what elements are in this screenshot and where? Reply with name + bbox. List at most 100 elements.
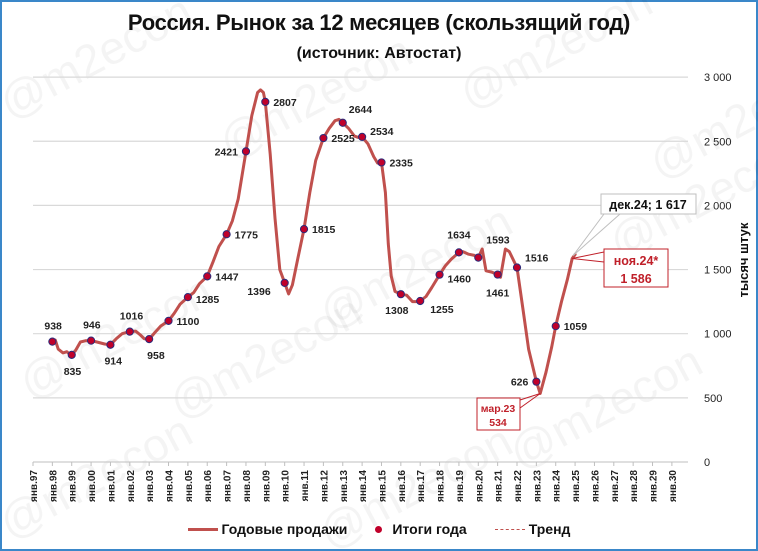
x-tick-label: янв.04 (165, 470, 176, 502)
data-label: 914 (104, 356, 122, 368)
legend: Годовые продажи Итоги года Тренд (0, 521, 758, 537)
year-total-marker (338, 118, 347, 127)
y-tick-label: 3 000 (704, 72, 732, 84)
x-tick-label: янв.28 (629, 470, 640, 502)
year-total-marker (299, 225, 309, 234)
x-tick-label: янв.09 (261, 470, 272, 502)
year-total-marker (493, 270, 502, 279)
y-tick-label: 500 (704, 393, 722, 405)
year-total-marker (125, 327, 134, 336)
x-tick-label: янв.01 (106, 470, 117, 502)
watermark: @m2econ (500, 334, 710, 479)
data-label: 2525 (331, 133, 355, 145)
x-tick-label: янв.30 (668, 470, 679, 502)
year-total-marker (377, 158, 386, 167)
data-label: 1460 (448, 274, 472, 286)
y-tick-label: 1 500 (704, 265, 732, 277)
x-tick-label: янв.00 (87, 470, 98, 502)
callout-leader (572, 251, 605, 260)
x-tick-label: янв.22 (513, 470, 524, 502)
data-label: 1308 (385, 305, 409, 317)
x-tick-label: янв.12 (319, 470, 330, 502)
data-label: 1447 (215, 271, 239, 283)
data-label: 1396 (247, 286, 271, 298)
line-swatch-icon (187, 527, 218, 531)
callout-nov24-date: ноя.24* (614, 254, 659, 268)
year-total-marker (435, 270, 444, 279)
x-tick-label: янв.99 (68, 470, 79, 502)
data-label: 946 (83, 320, 101, 332)
y-tick-label: 2 000 (704, 200, 732, 212)
callout-leader (519, 393, 541, 401)
data-label: 1059 (564, 321, 588, 333)
year-total-marker (203, 272, 212, 281)
data-label: 1634 (447, 229, 471, 241)
watermark: @m2econ (0, 0, 200, 129)
data-label: 2644 (349, 104, 373, 116)
y-tick-label: 1 000 (704, 329, 732, 341)
x-tick-label: янв.18 (436, 470, 447, 502)
y-tick-label: 0 (704, 457, 710, 469)
x-tick-label: янв.10 (281, 470, 292, 502)
year-total-marker (474, 253, 483, 262)
year-total-marker (319, 133, 328, 143)
year-total-marker (106, 340, 115, 349)
year-total-marker (532, 377, 541, 386)
callout-mar23-value: 534 (489, 417, 507, 429)
year-total-marker (241, 147, 251, 156)
legend-label-year-totals: Итоги года (392, 521, 467, 537)
x-tick-label: янв.97 (29, 470, 40, 502)
x-tick-label: янв.16 (397, 470, 408, 502)
x-tick-label: янв.19 (455, 470, 466, 502)
year-total-marker (48, 337, 57, 346)
x-tick-label: янв.17 (416, 470, 427, 502)
dashed-line-swatch-icon (494, 528, 525, 530)
watermark: @m2econ (450, 0, 660, 119)
year-total-marker (551, 322, 560, 331)
callout-dec24 (600, 193, 697, 215)
data-label: 938 (44, 321, 62, 333)
marker-swatch-icon (375, 525, 383, 533)
x-tick-label: янв.11 (300, 470, 311, 502)
x-tick-label: янв.02 (126, 470, 137, 502)
data-label: 2421 (215, 146, 239, 158)
data-label: 1285 (196, 294, 220, 306)
chart-title: Россия. Рынок за 12 месяцев (скользящий … (127, 10, 631, 35)
x-tick-label: янв.24 (552, 470, 563, 502)
year-total-marker (454, 248, 464, 257)
x-tick-label: янв.29 (649, 470, 660, 502)
data-label: 1461 (486, 288, 510, 300)
data-label: 1100 (177, 316, 200, 328)
x-tick-label: янв.23 (532, 470, 543, 502)
data-label: 1815 (312, 224, 336, 236)
x-tick-label: янв.27 (610, 470, 621, 502)
callout-leader (572, 213, 605, 256)
callout-nov24 (603, 248, 669, 288)
data-label: 1016 (120, 311, 144, 323)
year-total-marker (261, 97, 270, 106)
callout-mar23 (476, 397, 521, 431)
watermark: @m2econ (210, 24, 420, 169)
y-tick-label: 2 500 (704, 136, 732, 148)
x-tick-label: янв.20 (474, 470, 485, 502)
data-label: 1516 (525, 252, 549, 264)
legend-item-sales: Годовые продажи (187, 521, 348, 537)
year-total-marker (358, 132, 367, 141)
year-total-marker (145, 334, 154, 344)
legend-item-year-totals: Итоги года (375, 521, 467, 537)
callout-leader (572, 258, 605, 263)
x-tick-label: янв.08 (242, 470, 253, 502)
chart-subtitle: (источник: Автостат) (296, 45, 462, 62)
callout-nov24-value: 1 586 (620, 272, 651, 286)
year-total-marker (164, 316, 173, 325)
annual-sales-line (50, 88, 577, 395)
callout-mar23-date: мар.23 (481, 403, 516, 415)
callout-dec24-label: дек.24; 1 617 (609, 198, 686, 212)
legend-item-trend: Тренд (494, 521, 571, 537)
x-tick-label: янв.05 (184, 470, 195, 502)
data-label: 1255 (430, 304, 454, 316)
legend-label-trend: Тренд (528, 521, 571, 537)
legend-label-sales: Годовые продажи (221, 521, 348, 537)
data-label: 2807 (273, 97, 297, 109)
callout-leader (519, 393, 541, 409)
